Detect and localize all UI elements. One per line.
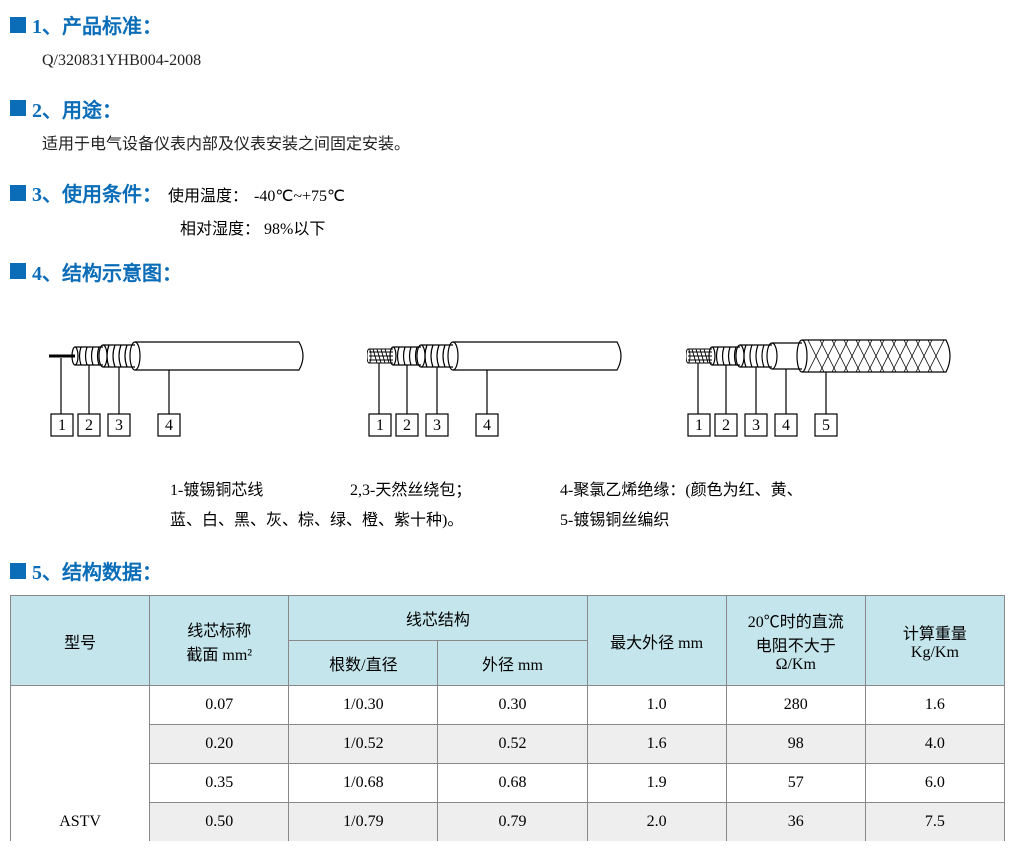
legend-item-5: 5-镀锡铜丝编织 xyxy=(560,506,669,536)
humidity-value: 98%以下 xyxy=(264,221,325,238)
cell: 1.6 xyxy=(587,725,726,764)
humidity-row: 相对湿度： 98%以下 xyxy=(180,215,1005,239)
section-header: 5、结构数据： xyxy=(10,556,1005,585)
section-header: 3、使用条件： 使用温度： -40℃~+75℃ xyxy=(10,178,1005,207)
data-table: 型号 线芯标称 截面 mm² 线芯结构 最大外径 mm 20℃时的直流 电阻不大… xyxy=(10,595,1005,841)
th-core-structure: 线芯结构 xyxy=(289,596,587,641)
cable-diagram-1: 1 2 3 4 xyxy=(49,326,309,456)
diagram-row: 1 2 3 4 xyxy=(30,326,985,456)
cell: 0.07 xyxy=(150,686,289,725)
pointer-4: 4 xyxy=(483,417,491,434)
cell-model: ASTV xyxy=(11,686,150,842)
pointer-2: 2 xyxy=(85,417,93,434)
cell: 1/0.79 xyxy=(289,803,438,842)
th-od-core: 外径 mm xyxy=(438,641,587,686)
cell: 1.0 xyxy=(587,686,726,725)
cell: 1/0.68 xyxy=(289,764,438,803)
cell: 1/0.30 xyxy=(289,686,438,725)
cell: 0.30 xyxy=(438,686,587,725)
section-title: 4、结构示意图： xyxy=(32,257,182,286)
cell: 4.0 xyxy=(865,725,1004,764)
section-conditions: 3、使用条件： 使用温度： -40℃~+75℃ 相对湿度： 98%以下 xyxy=(10,178,1005,239)
legend-item-23: 2,3-天然丝绕包； xyxy=(350,476,560,506)
pointer-3: 3 xyxy=(115,417,123,434)
section-product-standard: 1、产品标准： Q/320831YHB004-2008 xyxy=(10,10,1005,76)
section-diagram: 4、结构示意图： xyxy=(10,257,1005,537)
pointer-5: 5 xyxy=(822,417,830,434)
pointer-2: 2 xyxy=(403,417,411,434)
cell: 280 xyxy=(726,686,865,725)
cable-diagram-2: 1 2 3 4 xyxy=(367,326,627,456)
cell: 0.52 xyxy=(438,725,587,764)
cell: 0.79 xyxy=(438,803,587,842)
table-body: ASTV0.071/0.300.301.02801.60.201/0.520.5… xyxy=(11,686,1005,842)
legend-item-4: 4-聚氯乙烯绝缘：(颜色为红、黄、 xyxy=(560,476,803,506)
cell: 1.9 xyxy=(587,764,726,803)
section-title: 3、使用条件： xyxy=(32,178,162,207)
temp-label: 使用温度： xyxy=(168,182,248,206)
cell: 2.0 xyxy=(587,803,726,842)
section-body: Q/320831YHB004-2008 xyxy=(42,47,1005,76)
pointer-4: 4 xyxy=(782,417,790,434)
pointer-4: 4 xyxy=(165,417,173,434)
cell: 0.68 xyxy=(438,764,587,803)
cell: 0.50 xyxy=(150,803,289,842)
cell: 98 xyxy=(726,725,865,764)
cable-diagram-3: 1 2 3 4 5 xyxy=(686,326,966,456)
section-title: 2、用途： xyxy=(32,94,122,123)
bullet-icon xyxy=(10,185,26,201)
legend-item-1: 1-镀锡铜芯线 xyxy=(170,476,350,506)
humidity-label: 相对湿度： xyxy=(180,221,260,238)
cell: 1/0.52 xyxy=(289,725,438,764)
pointer-3: 3 xyxy=(752,417,760,434)
th-strands: 根数/直径 xyxy=(289,641,438,686)
bullet-icon xyxy=(10,563,26,579)
table-row: 0.201/0.520.521.6984.0 xyxy=(11,725,1005,764)
bullet-icon xyxy=(10,17,26,33)
bullet-icon xyxy=(10,263,26,279)
table-row: 0.351/0.680.681.9576.0 xyxy=(11,764,1005,803)
pointer-3: 3 xyxy=(433,417,441,434)
cell: 7.5 xyxy=(865,803,1004,842)
section-title: 5、结构数据： xyxy=(32,556,162,585)
th-resistance: 20℃时的直流 电阻不大于 Ω/Km xyxy=(726,596,865,686)
th-weight: 计算重量 Kg/Km xyxy=(865,596,1004,686)
section-title: 1、产品标准： xyxy=(32,10,162,39)
th-cross-section: 线芯标称 截面 mm² xyxy=(150,596,289,686)
cell: 57 xyxy=(726,764,865,803)
section-header: 4、结构示意图： xyxy=(10,257,1005,286)
section-header: 2、用途： xyxy=(10,94,1005,123)
cell: 1.6 xyxy=(865,686,1004,725)
cell: 6.0 xyxy=(865,764,1004,803)
th-max-od: 最大外径 mm xyxy=(587,596,726,686)
table-row: 0.501/0.790.792.0367.5 xyxy=(11,803,1005,842)
section-data: 5、结构数据： 型号 线芯标称 截面 mm² 线芯结构 最大外径 mm 20℃时… xyxy=(10,556,1005,841)
section-body: 适用于电气设备仪表内部及仪表安装之间固定安装。 xyxy=(42,131,1005,160)
section-usage: 2、用途： 适用于电气设备仪表内部及仪表安装之间固定安装。 xyxy=(10,94,1005,160)
pointer-1: 1 xyxy=(695,417,703,434)
cell: 0.20 xyxy=(150,725,289,764)
section-header: 1、产品标准： xyxy=(10,10,1005,39)
th-model: 型号 xyxy=(11,596,150,686)
legend-item-4b: 蓝、白、黑、灰、棕、绿、橙、紫十种)。 xyxy=(170,506,560,536)
pointer-1: 1 xyxy=(376,417,384,434)
bullet-icon xyxy=(10,100,26,116)
temp-value: -40℃~+75℃ xyxy=(254,186,345,206)
diagram-legend: 1-镀锡铜芯线 2,3-天然丝绕包； 4-聚氯乙烯绝缘：(颜色为红、黄、 蓝、白… xyxy=(170,476,1005,537)
pointer-1: 1 xyxy=(58,417,66,434)
cell: 0.35 xyxy=(150,764,289,803)
cell: 36 xyxy=(726,803,865,842)
table-row: ASTV0.071/0.300.301.02801.6 xyxy=(11,686,1005,725)
pointer-2: 2 xyxy=(722,417,730,434)
